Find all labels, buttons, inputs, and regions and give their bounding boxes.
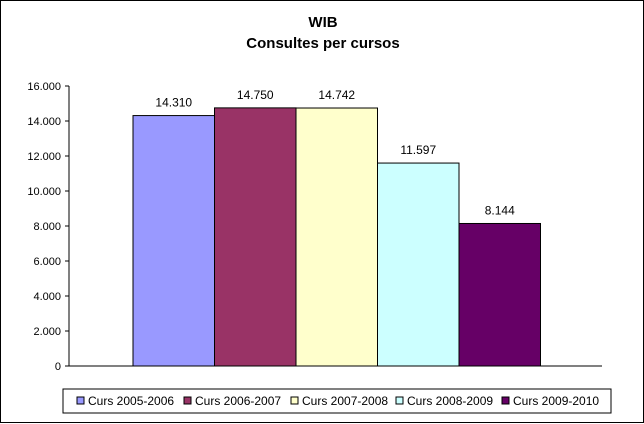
legend-swatch [290, 396, 299, 405]
bar [214, 107, 297, 367]
y-tick-label: 16.000 [27, 81, 61, 93]
y-tick-label: 2.000 [33, 326, 61, 338]
legend-swatch [183, 396, 192, 405]
chart-subtitle: Consultes per cursos [246, 35, 399, 52]
legend-box [62, 388, 612, 414]
bar-value-label: 14.750 [237, 88, 274, 102]
y-tick-label: 10.000 [27, 186, 61, 198]
legend-label: Curs 2008-2009 [407, 394, 493, 408]
y-axis: 0 2.000 4.000 6.000 8.000 10.000 12.000 14.000 1… [27, 81, 602, 373]
bar-value-label: 14.742 [318, 88, 355, 102]
bar [295, 107, 378, 367]
legend-label: Curs 2005-2006 [88, 394, 174, 408]
y-tick-label: 12.000 [27, 151, 61, 163]
y-tick-label: 6.000 [33, 256, 61, 268]
legend-swatch [501, 396, 510, 405]
chart-title: WIB [308, 14, 337, 31]
y-tick-label: 8.000 [33, 221, 61, 233]
legend-label: Curs 2009-2010 [513, 394, 599, 408]
bar [377, 162, 460, 367]
bar [458, 222, 541, 367]
legend-swatch [76, 396, 85, 405]
y-tick-label: 4.000 [33, 291, 61, 303]
legend-swatch [395, 396, 404, 405]
y-tick-label: 14.000 [27, 116, 61, 128]
legend: Curs 2005-2006 Curs 2006-2007 Curs 2007-20… [62, 388, 612, 414]
legend-label: Curs 2007-2008 [302, 394, 388, 408]
value-labels: 14.310 14.750 14.742 11.597 8.144 [155, 88, 515, 218]
legend-label: Curs 2006-2007 [195, 394, 281, 408]
bar-value-label: 14.310 [155, 96, 192, 110]
bar [132, 115, 215, 367]
y-tick-label: 0 [55, 361, 61, 373]
bar-value-label: 11.597 [400, 143, 436, 157]
bars [132, 107, 541, 367]
bar-value-label: 8.144 [485, 203, 515, 217]
